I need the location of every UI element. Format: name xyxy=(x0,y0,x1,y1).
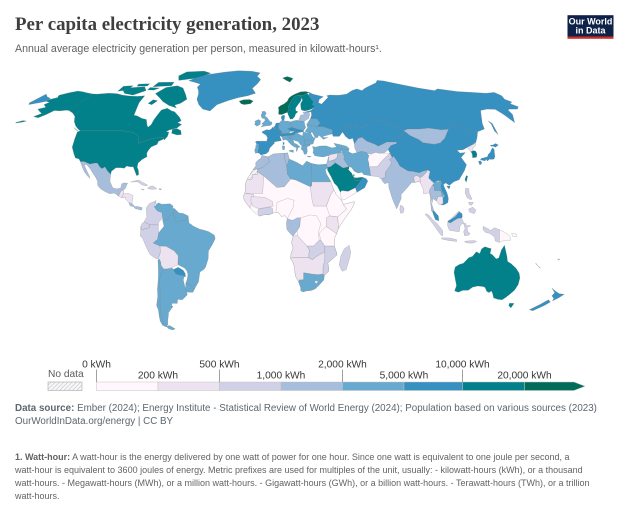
svg-text:Our World: Our World xyxy=(569,16,613,26)
svg-text:Annual average electricity gen: Annual average electricity generation pe… xyxy=(15,43,382,55)
svg-text:Per capita electricity generat: Per capita electricity generation, 2023 xyxy=(15,14,319,35)
svg-text:in Data: in Data xyxy=(575,26,606,36)
svg-text:1,000 kWh: 1,000 kWh xyxy=(257,371,306,382)
svg-text:watt-hours. - Megawatt-hours (: watt-hours. - Megawatt-hours (MWh), or a… xyxy=(14,478,590,488)
svg-text:10,000 kWh: 10,000 kWh xyxy=(435,360,489,371)
svg-text:watt-hour is equivalent to 360: watt-hour is equivalent to 3600 joules o… xyxy=(14,465,583,475)
svg-text:OurWorldInData.org/energy | CC: OurWorldInData.org/energy | CC BY xyxy=(15,416,174,427)
svg-text:2,000 kWh: 2,000 kWh xyxy=(318,360,367,371)
svg-text:5,000 kWh: 5,000 kWh xyxy=(380,371,429,382)
svg-text:0 kWh: 0 kWh xyxy=(82,360,111,371)
svg-text:watt-hours.: watt-hours. xyxy=(14,491,60,501)
svg-text:20,000 kWh: 20,000 kWh xyxy=(497,371,551,382)
svg-text:1. Watt-hour: A watt-hour is t: 1. Watt-hour: A watt-hour is the energy … xyxy=(15,452,569,462)
svg-text:500 kWh: 500 kWh xyxy=(199,360,239,371)
svg-text:Data source: Ember (2024); Ene: Data source: Ember (2024); Energy Instit… xyxy=(15,403,597,414)
svg-text:200 kWh: 200 kWh xyxy=(138,371,178,382)
svg-text:No data: No data xyxy=(48,369,84,380)
